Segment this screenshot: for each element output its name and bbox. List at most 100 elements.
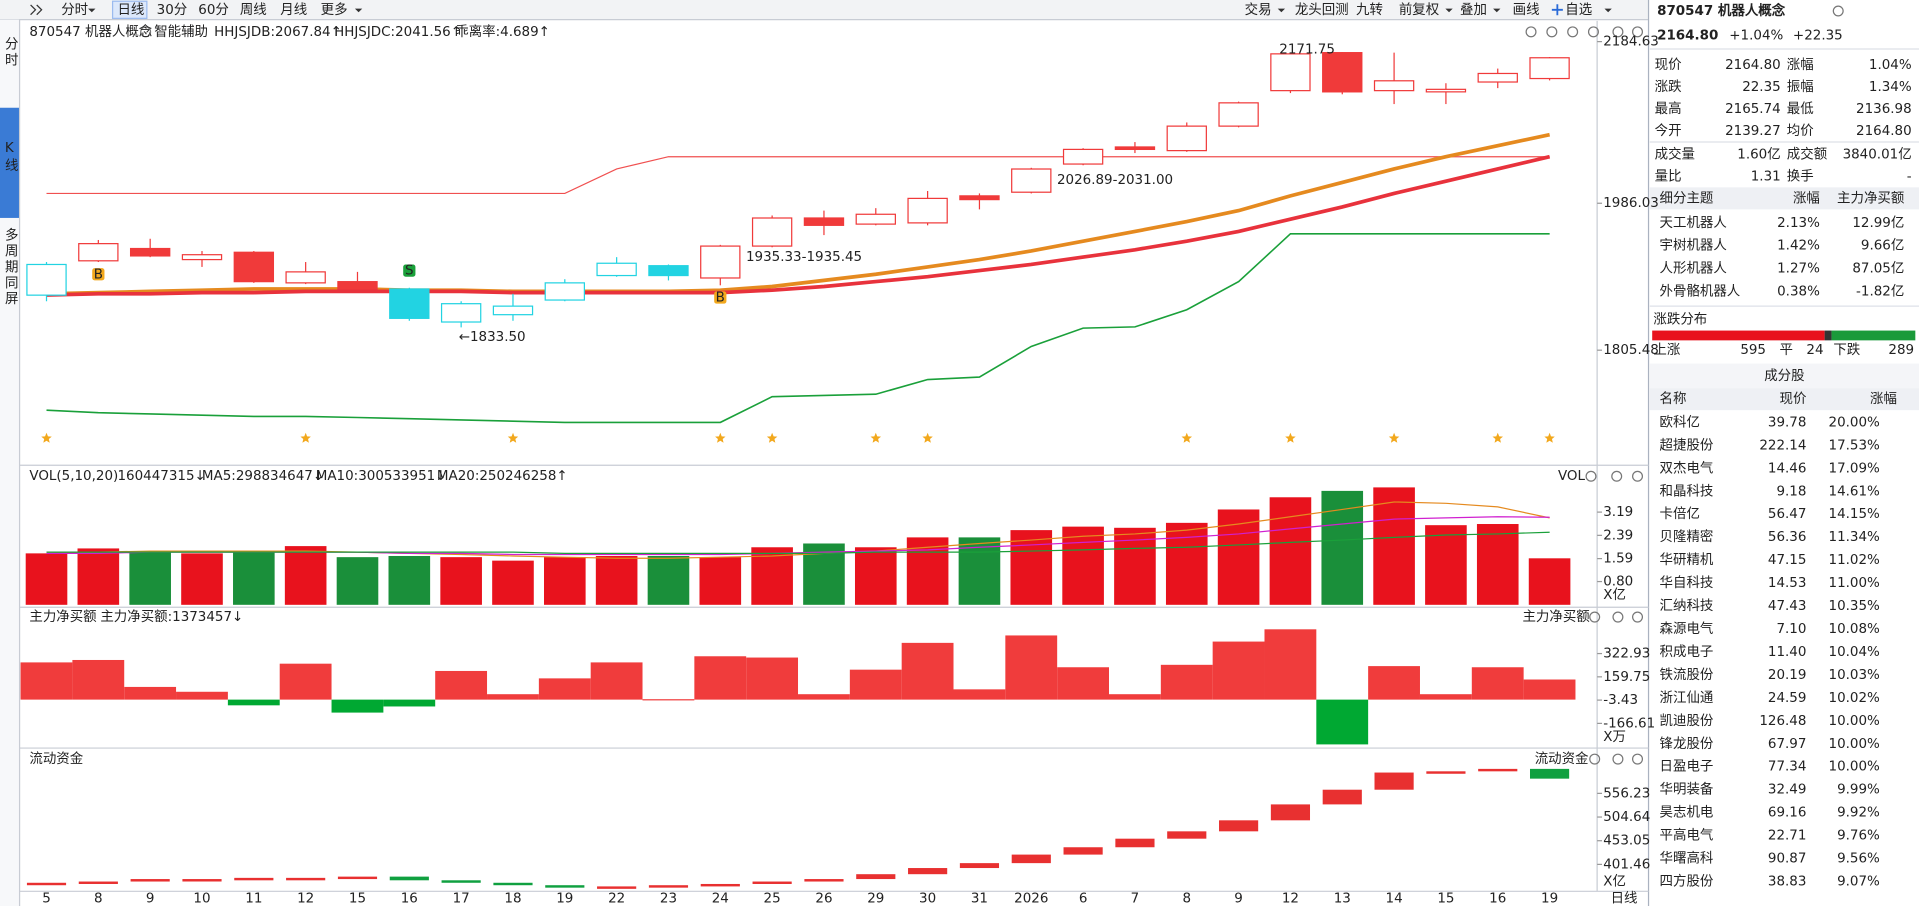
stock-name[interactable]: 和晶科技 (1660, 483, 1714, 499)
flow-bar (1167, 831, 1207, 839)
x-tick-label: 5 (42, 892, 51, 906)
star-marker (300, 432, 311, 443)
flow-bar (1374, 772, 1414, 790)
toolbar-tab: 周线 (240, 2, 267, 18)
flow-bar (337, 876, 378, 880)
legend-entry: MA5:298834647↓ (202, 469, 324, 484)
stock-name[interactable]: 平高电气 (1660, 827, 1714, 844)
axis-unit: X亿 (1603, 874, 1626, 890)
volume-bar (958, 537, 1001, 605)
table-header: 细分主题 (1660, 190, 1714, 206)
stock-name[interactable]: 锋龙股份 (1660, 736, 1714, 752)
stock-name[interactable]: 四方股份 (1660, 874, 1714, 890)
net-buy-bar (953, 689, 1006, 700)
candle-body (700, 245, 741, 279)
x-tick-label: 24 (712, 892, 729, 906)
topic-name[interactable]: 宇树机器人 (1660, 238, 1727, 254)
net-buy-bar (72, 659, 125, 700)
x-tick-label: 30 (919, 892, 936, 906)
stock-name[interactable]: 超捷股份 (1660, 437, 1714, 453)
stock-name[interactable]: 欧科亿 (1660, 414, 1700, 430)
stock-price: 22.71 (1768, 829, 1807, 844)
stock-name[interactable]: 森源电气 (1660, 621, 1714, 637)
stock-name[interactable]: 双杰电气 (1660, 460, 1714, 476)
net-buy-bar (1471, 667, 1524, 700)
toolbar-tab: 60分 (198, 2, 229, 18)
stock-name[interactable]: 昊志机电 (1660, 805, 1714, 821)
stock-name[interactable]: 华曙高科 (1660, 850, 1714, 867)
topic-name[interactable]: 人形机器人 (1660, 261, 1727, 277)
candle-body (1166, 125, 1207, 152)
stock-price: 32.49 (1768, 783, 1807, 798)
stock-name[interactable]: 积成电子 (1660, 644, 1714, 660)
volume-bar (129, 551, 171, 605)
stock-price: 39.78 (1768, 415, 1807, 430)
low-label: ←1833.50 (459, 330, 526, 345)
stat-value: - (1907, 169, 1912, 184)
stock-name[interactable]: 华自科技 (1660, 575, 1714, 591)
net-buy-bar (538, 678, 591, 700)
stock-price: 126.48 (1759, 714, 1806, 729)
indicator-line (46, 154, 1551, 297)
quote-pct: +1.04% (1729, 29, 1783, 44)
star-marker (507, 432, 519, 443)
dist-label: 平 (1779, 343, 1792, 358)
expand-icon[interactable] (30, 4, 43, 16)
assist-label: 智能辅助 (154, 24, 208, 40)
candle-body (1062, 148, 1104, 165)
stock-name[interactable]: 汇纳科技 (1660, 598, 1714, 614)
stock-name[interactable]: 华研精机 (1660, 552, 1714, 568)
candle-body (1114, 146, 1156, 151)
flow-bar (234, 877, 274, 881)
candle-body (1322, 52, 1363, 93)
signal-label: B (94, 267, 103, 282)
net-buy-bar (1057, 667, 1109, 700)
stock-price: 77.34 (1768, 760, 1807, 775)
topics-header-bg (1649, 187, 1919, 210)
stock-price: 24.59 (1768, 691, 1807, 706)
stat-value: 1.60亿 (1737, 146, 1780, 162)
stock-name[interactable]: 华明装备 (1660, 781, 1714, 798)
panel-title: 流动资金 (29, 751, 83, 767)
star-marker (766, 432, 778, 443)
y-tick-label: 504.64 (1603, 810, 1650, 825)
volume-bar (1425, 525, 1467, 605)
topic-change: 0.38% (1777, 285, 1820, 300)
volume-bar (1062, 526, 1104, 605)
candle-body (233, 251, 275, 283)
chart-title: 870547 机器人概念 (29, 23, 152, 40)
star-marker (1544, 432, 1555, 443)
x-tick-label: 25 (764, 892, 781, 906)
stock-name[interactable]: 日盈电子 (1660, 759, 1714, 775)
chart-icons[interactable] (140, 5, 1844, 765)
stock-name[interactable]: 铁流股份 (1660, 667, 1714, 683)
flow-bar (752, 881, 792, 884)
table-header: 名称 (1660, 391, 1687, 407)
x-tick-label: 6 (1079, 892, 1088, 906)
section-title: 成分股 (1764, 368, 1804, 384)
topic-name[interactable]: 天工机器人 (1660, 215, 1727, 231)
panel-title: 主力净买额 (29, 609, 97, 625)
stock-name[interactable]: 浙江仙通 (1660, 690, 1714, 706)
dist-up (1652, 330, 1825, 341)
candle-body (803, 217, 845, 226)
candle-body (544, 282, 586, 301)
stock-change: 9.92% (1837, 806, 1880, 821)
y-tick-label: 0.80 (1603, 575, 1633, 590)
stock-change: 10.00% (1829, 760, 1881, 775)
net-buy-bar (746, 657, 799, 700)
stat-label: 涨幅 (1787, 57, 1814, 73)
stock-price: 20.19 (1768, 668, 1807, 683)
stock-name[interactable]: 卡倍亿 (1660, 506, 1700, 522)
stock-name[interactable]: 贝隆精密 (1660, 528, 1714, 545)
x-tick-label: 18 (504, 892, 521, 906)
x-tick-label: 12 (1282, 892, 1299, 906)
gap-label: 1935.33-1935.45 (746, 250, 862, 265)
signal-label: B (716, 291, 725, 306)
y-tick-label: -3.43 (1603, 693, 1638, 708)
net-buy-bar (1523, 679, 1576, 700)
x-tick-label: 8 (94, 892, 103, 906)
stock-name[interactable]: 凯迪股份 (1660, 713, 1714, 729)
topic-name[interactable]: 外骨骼机器人 (1660, 284, 1741, 300)
stock-price: 11.40 (1768, 645, 1807, 660)
